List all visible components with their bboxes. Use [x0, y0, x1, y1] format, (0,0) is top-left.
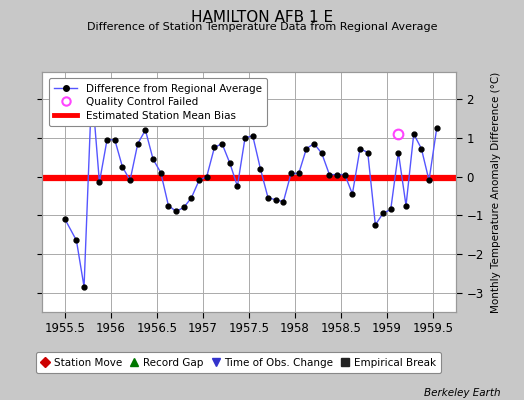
Text: Berkeley Earth: Berkeley Earth — [424, 388, 500, 398]
Text: Difference of Station Temperature Data from Regional Average: Difference of Station Temperature Data f… — [87, 22, 437, 32]
Legend: Difference from Regional Average, Quality Control Failed, Estimated Station Mean: Difference from Regional Average, Qualit… — [49, 78, 267, 126]
Y-axis label: Monthly Temperature Anomaly Difference (°C): Monthly Temperature Anomaly Difference (… — [490, 71, 500, 313]
Legend: Station Move, Record Gap, Time of Obs. Change, Empirical Break: Station Move, Record Gap, Time of Obs. C… — [36, 352, 441, 373]
Text: HAMILTON AFB 1 E: HAMILTON AFB 1 E — [191, 10, 333, 25]
